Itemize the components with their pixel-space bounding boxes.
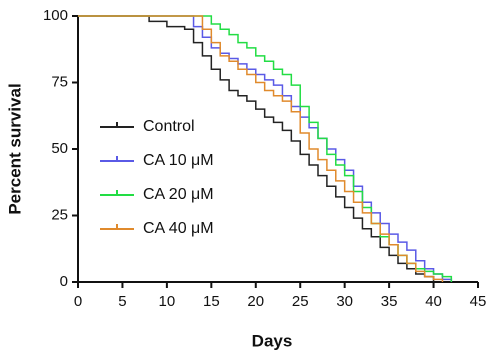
x-tick-label: 5 [118,293,126,310]
x-tick-label: 10 [159,293,176,310]
legend-label: CA 20 μM [143,186,214,203]
x-tick-label: 40 [425,293,442,310]
x-tick-label: 35 [381,293,398,310]
x-tick-label: 25 [292,293,309,310]
x-tick-label: 20 [247,293,264,310]
survival-curve [78,15,435,282]
y-tick-label: 50 [51,140,68,157]
y-tick-label: 0 [60,273,68,290]
x-axis-label: Days [252,331,293,350]
x-tick-label: 0 [74,293,82,310]
x-tick-label: 15 [203,293,220,310]
y-tick-label: 75 [51,73,68,90]
x-tick-label: 30 [336,293,353,310]
legend-label: Control [143,118,195,135]
y-tick-label: 100 [43,7,68,24]
y-tick-label: 25 [51,206,68,223]
survival-curve [78,15,453,282]
x-tick-label: 45 [470,293,487,310]
legend-label: CA 40 μM [143,220,214,237]
survival-curve [78,15,444,282]
y-axis-label: Percent survival [5,83,24,214]
legend-label: CA 10 μM [143,152,214,169]
